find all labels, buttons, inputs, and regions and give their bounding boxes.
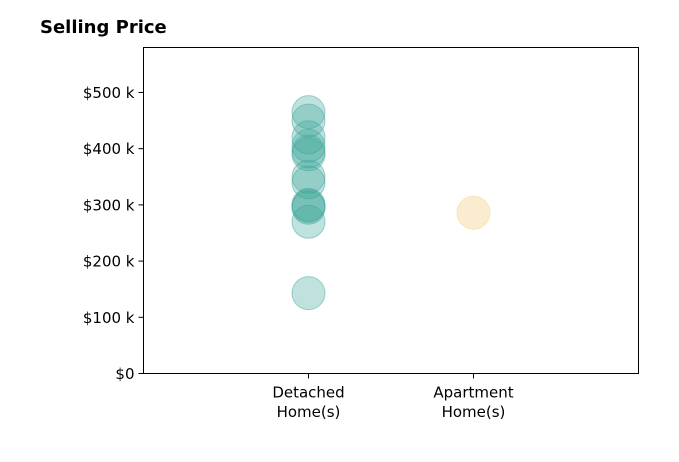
y-tick-label: $500 k xyxy=(83,84,135,102)
plot-area-frame xyxy=(143,47,639,374)
y-tick-label: $400 k xyxy=(83,140,135,158)
data-points xyxy=(291,95,491,311)
data-point xyxy=(291,134,326,169)
data-point xyxy=(291,190,326,225)
data-point xyxy=(456,195,491,230)
data-point xyxy=(291,137,326,172)
y-tick-label: $200 k xyxy=(83,253,135,271)
data-point xyxy=(291,187,326,222)
x-tick-label: Home(s) xyxy=(442,403,506,421)
data-point xyxy=(291,120,326,155)
data-point xyxy=(291,276,326,311)
data-point xyxy=(291,128,326,163)
data-point xyxy=(291,95,326,130)
data-point xyxy=(291,159,326,194)
data-point xyxy=(291,189,326,224)
y-tick-label: $300 k xyxy=(83,196,135,214)
x-tick-label: Apartment xyxy=(433,384,513,402)
chart-title: Selling Price xyxy=(40,17,167,38)
y-tick-label: $100 k xyxy=(83,309,135,327)
x-tick-label: Detached xyxy=(272,384,344,402)
y-tick-label: $0 xyxy=(115,365,134,383)
data-point xyxy=(291,165,326,200)
x-tick-label: Home(s) xyxy=(277,403,341,421)
data-point xyxy=(291,103,326,138)
y-axis: $0 $100 k $200 k $300 k $400 k $500 k xyxy=(83,84,144,383)
data-point xyxy=(291,204,326,239)
